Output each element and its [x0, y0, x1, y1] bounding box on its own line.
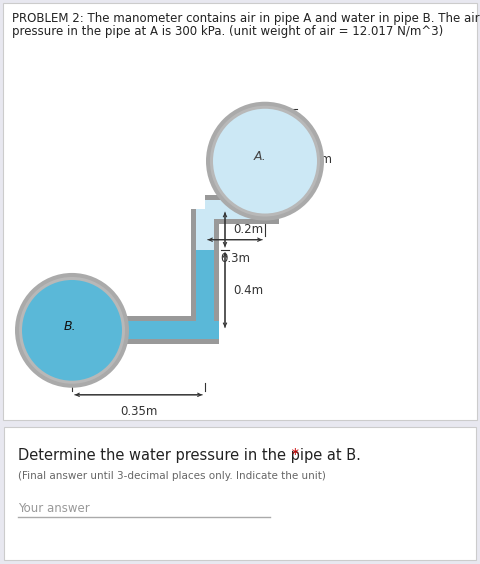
Bar [196, 250, 214, 331]
Text: Determine the water pressure in the pipe at B.: Determine the water pressure in the pipe… [18, 448, 361, 463]
Bar [191, 250, 219, 331]
Text: pressure in the pipe at A is 300 kPa. (unit weight of air = 12.017 N/m^3): pressure in the pipe at A is 300 kPa. (u… [12, 25, 443, 38]
Text: 0.4m: 0.4m [233, 284, 263, 297]
Text: 0.5m: 0.5m [302, 153, 332, 166]
Bar [118, 321, 219, 340]
Text: A.: A. [253, 149, 266, 162]
Text: PROBLEM 2: The manometer contains air in pipe A and water in pipe B. The air: PROBLEM 2: The manometer contains air in… [12, 12, 480, 25]
Bar [205, 195, 279, 223]
Circle shape [210, 105, 320, 217]
Circle shape [22, 280, 122, 381]
Bar [118, 316, 219, 345]
Text: Your answer: Your answer [18, 502, 90, 515]
Circle shape [15, 273, 129, 388]
Bar [196, 209, 214, 250]
Bar [205, 200, 279, 218]
Circle shape [19, 277, 125, 384]
Text: B.: B. [64, 320, 76, 333]
Bar [251, 209, 279, 214]
Text: 0.35m: 0.35m [120, 405, 157, 418]
Circle shape [213, 109, 317, 214]
Circle shape [206, 102, 324, 221]
Text: 0.2m: 0.2m [233, 223, 263, 236]
Text: (Final answer until 3-decimal places only. Indicate the unit): (Final answer until 3-decimal places onl… [18, 471, 326, 481]
Bar [256, 209, 274, 214]
Bar [191, 209, 219, 250]
Text: 0.3m: 0.3m [220, 252, 250, 265]
Text: *: * [287, 448, 299, 463]
